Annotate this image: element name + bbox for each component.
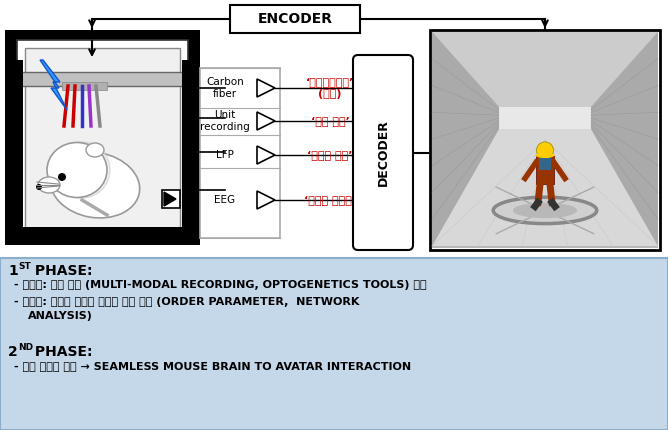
FancyBboxPatch shape: [200, 68, 280, 238]
Bar: [62, 82, 107, 90]
Bar: [5, 60, 23, 82]
Polygon shape: [432, 32, 499, 246]
Ellipse shape: [38, 177, 60, 193]
Circle shape: [36, 184, 42, 190]
Circle shape: [54, 142, 110, 198]
Bar: [5, 80, 23, 237]
Text: ST: ST: [18, 262, 31, 271]
Circle shape: [58, 173, 66, 181]
Bar: [5, 30, 200, 245]
Polygon shape: [257, 146, 275, 164]
FancyBboxPatch shape: [230, 5, 360, 33]
Bar: [182, 60, 200, 82]
Text: LFP: LFP: [216, 150, 234, 160]
Ellipse shape: [536, 153, 554, 158]
Text: PHASE:: PHASE:: [30, 345, 92, 359]
Text: 1: 1: [8, 264, 18, 278]
Bar: [536, 157, 554, 184]
Text: Carbon
fiber: Carbon fiber: [206, 77, 244, 99]
Ellipse shape: [513, 203, 577, 218]
Polygon shape: [164, 192, 176, 206]
Bar: [432, 32, 658, 248]
Text: ‘앙상블 활동’: ‘앙상블 활동’: [307, 150, 353, 160]
Bar: [162, 190, 180, 208]
Text: ‘기능성 연결맵’: ‘기능성 연결맵’: [304, 195, 356, 205]
Polygon shape: [40, 60, 67, 110]
Text: ‘뉴런 활동’: ‘뉴런 활동’: [311, 116, 349, 126]
Bar: [5, 227, 200, 245]
Bar: [182, 80, 200, 237]
Ellipse shape: [50, 152, 140, 218]
Text: - 상기 기술의 융합 → SEAMLESS MOUSE BRAIN TO AVATAR INTERACTION: - 상기 기술의 융합 → SEAMLESS MOUSE BRAIN TO AV…: [14, 361, 411, 371]
Ellipse shape: [493, 197, 597, 224]
Bar: [25, 48, 180, 228]
Text: PHASE:: PHASE:: [30, 264, 92, 278]
Bar: [430, 30, 660, 250]
Polygon shape: [257, 79, 275, 97]
Polygon shape: [499, 107, 591, 129]
Ellipse shape: [86, 143, 104, 157]
FancyBboxPatch shape: [353, 55, 413, 250]
Text: - 실험적: 요소 기술 (MULTI-MODAL RECORDING, OPTOGENETICS TOOLS) 획득: - 실험적: 요소 기술 (MULTI-MODAL RECORDING, OPT…: [14, 280, 427, 290]
Text: ENCODER: ENCODER: [257, 12, 333, 26]
Bar: [539, 158, 551, 170]
Ellipse shape: [47, 142, 107, 197]
Polygon shape: [432, 129, 658, 246]
Text: ND: ND: [18, 343, 33, 352]
Polygon shape: [257, 191, 275, 209]
Text: 2: 2: [8, 345, 18, 359]
Circle shape: [536, 142, 554, 159]
Polygon shape: [257, 112, 275, 130]
Text: Unit
recording: Unit recording: [200, 110, 250, 132]
Polygon shape: [432, 32, 658, 107]
Bar: [13, 72, 192, 86]
Bar: [17, 40, 188, 237]
Text: ANALYSIS): ANALYSIS): [28, 311, 93, 321]
Polygon shape: [591, 32, 658, 246]
Bar: [0, 258, 668, 430]
Text: ‘신경전달물질’
(감지): ‘신경전달물질’ (감지): [306, 77, 354, 99]
Text: EEG: EEG: [214, 195, 236, 205]
Text: - 이론적: 다양한 뇌상태 정량화 기술 개발 (ORDER PARAMETER,  NETWORK: - 이론적: 다양한 뇌상태 정량화 기술 개발 (ORDER PARAMETE…: [14, 297, 359, 307]
Text: DECODER: DECODER: [377, 119, 389, 186]
